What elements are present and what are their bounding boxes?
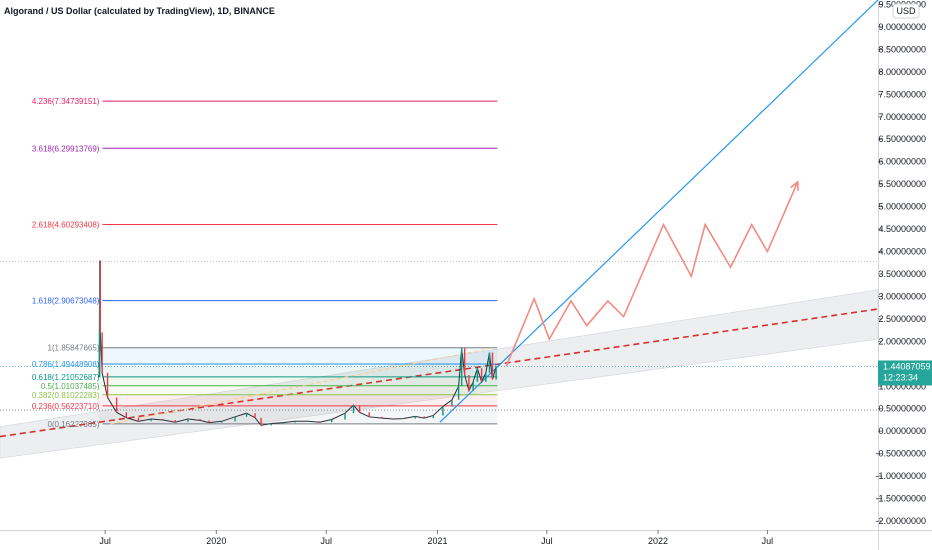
fib-trend-dashed: [110, 347, 495, 425]
price-tick-label: 5.00000000: [878, 202, 926, 212]
price-tag-countdown: 12:23:34: [883, 372, 918, 382]
time-tick-label: Jul: [99, 536, 111, 546]
fib-level-label: 0.382(0.81022283): [32, 391, 100, 400]
price-tick-label: -0.50000000: [875, 449, 926, 459]
price-tick-label: 8.50000000: [878, 44, 926, 54]
time-tick-label: 2021: [427, 536, 447, 546]
fib-level-label: 1.618(2.90673048): [32, 297, 100, 306]
price-tick-label: -1.50000000: [875, 494, 926, 504]
price-tick-label: 7.00000000: [878, 112, 926, 122]
fib-zone: [98, 347, 498, 365]
price-tick-label: 7.50000000: [878, 89, 926, 99]
price-tag: 1.44087059 12:23:34: [878, 360, 932, 386]
fib-zone: [98, 394, 498, 406]
fib-zone: [98, 376, 498, 386]
projection-path[interactable]: [505, 181, 799, 367]
currency-button[interactable]: USD: [892, 3, 920, 19]
time-tick-label: Jul: [541, 536, 553, 546]
fib-zone: [98, 385, 498, 395]
price-tick-label: -1.00000000: [875, 471, 926, 481]
price-tick-label: 0.50000000: [878, 404, 926, 414]
time-tick-label: 2020: [206, 536, 226, 546]
regression-center-line[interactable]: [0, 308, 879, 438]
price-tick-label: 1.00000000: [878, 381, 926, 391]
fib-level-label: 0(0.16227305): [47, 420, 99, 429]
price-tick-label: 4.00000000: [878, 247, 926, 257]
price-axis-panel[interactable]: [878, 0, 932, 550]
price-tick-label: -2.00000000: [875, 516, 926, 526]
fib-level-label: 0.618(1.21052687): [32, 373, 100, 382]
time-axis-panel[interactable]: [0, 530, 932, 550]
fib-level-label: 4.236(7.34739151): [32, 97, 100, 106]
currency-button-label: USD: [896, 6, 916, 16]
time-tick-label: Jul: [321, 536, 333, 546]
fib-level-label: 3.618(6.29913769): [32, 144, 100, 153]
price-series-line[interactable]: [98, 260, 497, 426]
price-tick-label: 5.50000000: [878, 179, 926, 189]
price-tick-label: 0.00000000: [878, 426, 926, 436]
time-tick-label: 2022: [648, 536, 668, 546]
fib-level-label: 1(1.85847665): [47, 344, 99, 353]
fib-level-label: 0.5(1.01037485): [41, 382, 100, 391]
fib-zone: [98, 364, 498, 377]
chart-title: Algorand / US Dollar (calculated by Trad…: [4, 6, 275, 16]
price-tick-label: 6.00000000: [878, 157, 926, 167]
time-tick-label: Jul: [762, 536, 774, 546]
price-tick-label: 4.50000000: [878, 224, 926, 234]
price-tick-label: 2.00000000: [878, 336, 926, 346]
price-tick-label: 8.00000000: [878, 67, 926, 77]
price-tick-label: 3.00000000: [878, 291, 926, 301]
price-tick-label: 2.50000000: [878, 314, 926, 324]
projection-arrowhead: [790, 180, 799, 191]
fib-level-label: 0.786(1.49448908): [32, 360, 100, 369]
price-tick-label: 9.00000000: [878, 22, 926, 32]
price-tick-label: 3.50000000: [878, 269, 926, 279]
price-tick-label: 6.50000000: [878, 134, 926, 144]
fib-level-label: 0.236(0.56223710): [32, 402, 100, 411]
fib-level-label: 2.618(4.60293408): [32, 220, 100, 229]
price-tag-value: 1.44087059: [883, 361, 931, 371]
